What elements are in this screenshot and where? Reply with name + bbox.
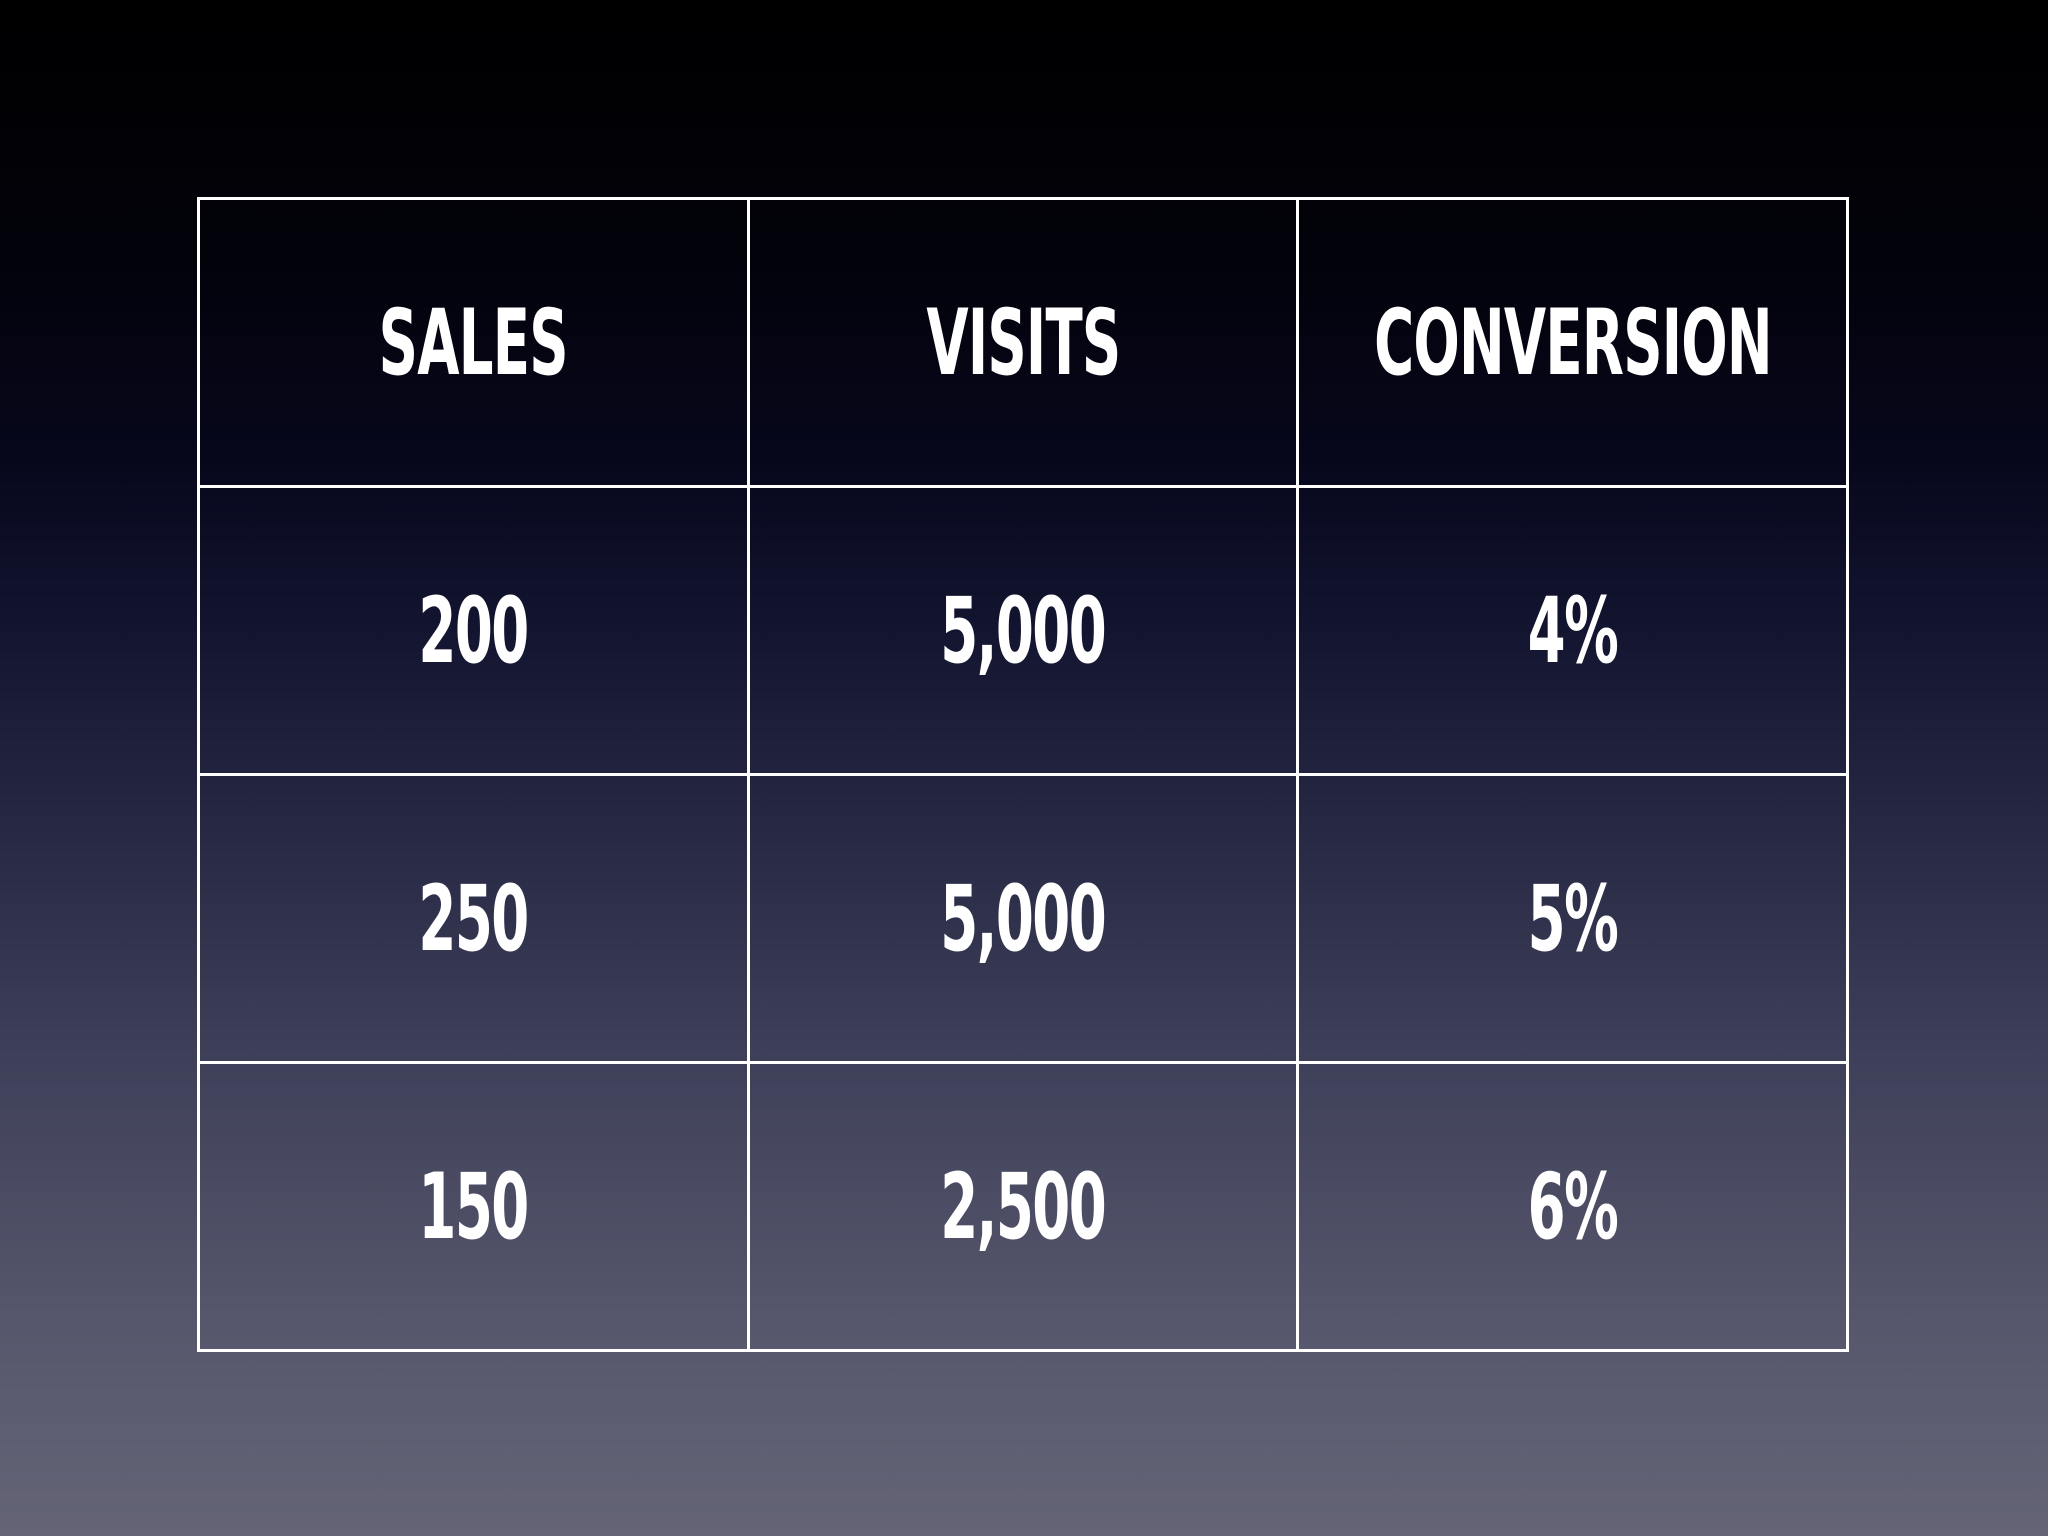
header-label: SALES (378, 289, 569, 396)
cell-value: 150 (418, 1153, 530, 1260)
table-cell: 5,000 (746, 773, 1300, 1064)
header-cell-visits: VISITS (746, 197, 1300, 488)
table-cell: 4% (1296, 485, 1849, 776)
cell-value: 200 (418, 577, 530, 684)
table-row: 150 2,500 6% (197, 1061, 1849, 1352)
table-cell: 250 (197, 773, 750, 1064)
table-cell: 150 (197, 1061, 750, 1352)
cell-value: 250 (418, 865, 530, 972)
table-cell: 6% (1296, 1061, 1849, 1352)
header-label: VISITS (925, 289, 1121, 396)
table-cell: 2,500 (746, 1061, 1300, 1352)
table-cell: 200 (197, 485, 750, 776)
header-row: SALES VISITS CONVERSION (197, 197, 1849, 488)
table-row: 200 5,000 4% (197, 485, 1849, 776)
header-label: CONVERSION (1373, 289, 1773, 396)
cell-value: 4% (1527, 577, 1619, 684)
cell-value: 6% (1527, 1153, 1619, 1260)
header-cell-conversion: CONVERSION (1296, 197, 1849, 488)
header-cell-sales: SALES (197, 197, 750, 488)
table-cell: 5% (1296, 773, 1849, 1064)
data-table: SALES VISITS CONVERSION 200 5,000 4% 250… (197, 197, 1849, 1352)
table-row: 250 5,000 5% (197, 773, 1849, 1064)
cell-value: 5,000 (940, 865, 1107, 972)
cell-value: 5,000 (940, 577, 1107, 684)
table-cell: 5,000 (746, 485, 1300, 776)
cell-value: 2,500 (940, 1153, 1107, 1260)
cell-value: 5% (1527, 865, 1619, 972)
